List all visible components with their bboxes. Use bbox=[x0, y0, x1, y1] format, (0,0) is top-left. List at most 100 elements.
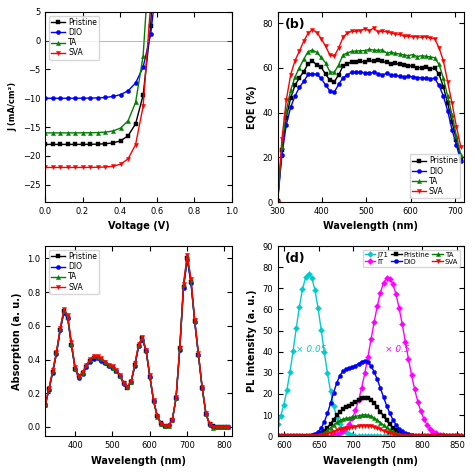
Pristine bbox=[155, 414, 160, 419]
SVA bbox=[275, 199, 281, 205]
TA bbox=[158, 421, 164, 427]
Pristine bbox=[331, 79, 337, 84]
SVA bbox=[321, 432, 327, 438]
DIO bbox=[102, 361, 108, 366]
TA bbox=[102, 359, 108, 365]
J71 bbox=[340, 427, 346, 432]
TA bbox=[118, 125, 123, 131]
DIO bbox=[401, 74, 407, 80]
TA bbox=[73, 130, 78, 136]
Pristine bbox=[162, 424, 168, 429]
SVA bbox=[173, 395, 179, 401]
Line: TA: TA bbox=[43, 254, 230, 430]
J71 bbox=[393, 433, 399, 439]
Pristine bbox=[357, 58, 363, 64]
Pristine bbox=[401, 62, 407, 68]
SVA bbox=[118, 161, 123, 167]
TA bbox=[73, 366, 78, 372]
SVA bbox=[151, 398, 156, 403]
DIO bbox=[388, 73, 394, 78]
Y-axis label: PL intensity (a. u.): PL intensity (a. u.) bbox=[246, 290, 256, 392]
DIO bbox=[375, 71, 381, 76]
DIO bbox=[200, 385, 205, 391]
Pristine bbox=[454, 137, 459, 143]
TA bbox=[401, 52, 407, 58]
TA bbox=[50, 130, 55, 136]
TA bbox=[384, 50, 390, 56]
TA bbox=[184, 253, 190, 259]
Pristine bbox=[366, 57, 372, 63]
SVA bbox=[214, 424, 220, 430]
Y-axis label: Absorption (a. u.): Absorption (a. u.) bbox=[11, 292, 22, 390]
DIO bbox=[419, 75, 424, 81]
Pristine bbox=[121, 380, 127, 386]
DIO bbox=[414, 75, 420, 81]
TA bbox=[379, 47, 385, 53]
SVA bbox=[50, 367, 55, 373]
Pristine bbox=[188, 279, 194, 285]
Pristine bbox=[306, 433, 311, 439]
DIO bbox=[132, 363, 138, 369]
Line: SVA: SVA bbox=[43, 253, 230, 429]
TA bbox=[288, 88, 293, 93]
SVA bbox=[275, 433, 281, 439]
Pristine bbox=[69, 342, 74, 348]
SVA bbox=[166, 423, 172, 428]
TA bbox=[297, 65, 302, 71]
Y-axis label: EQE (%): EQE (%) bbox=[246, 85, 256, 129]
TA bbox=[76, 374, 82, 379]
Pristine bbox=[458, 155, 464, 160]
SVA bbox=[414, 34, 420, 39]
SVA bbox=[423, 34, 429, 40]
TA bbox=[65, 314, 71, 320]
SVA bbox=[310, 27, 315, 32]
DIO bbox=[136, 343, 142, 349]
DIO bbox=[432, 75, 438, 81]
SVA bbox=[218, 425, 224, 430]
DIO bbox=[192, 319, 198, 325]
Pristine bbox=[440, 84, 446, 90]
TA bbox=[139, 335, 145, 341]
Pristine bbox=[314, 62, 319, 68]
TA bbox=[110, 128, 116, 134]
TA bbox=[69, 341, 74, 346]
DIO bbox=[366, 70, 372, 76]
Pristine bbox=[95, 141, 101, 147]
Pristine bbox=[95, 355, 100, 360]
DIO bbox=[69, 342, 74, 347]
TA bbox=[113, 368, 119, 374]
DIO bbox=[125, 384, 130, 390]
Pristine bbox=[384, 60, 390, 65]
TA bbox=[91, 354, 97, 359]
TA bbox=[136, 342, 142, 348]
Line: J71: J71 bbox=[275, 272, 464, 438]
SVA bbox=[366, 27, 372, 33]
TA bbox=[57, 326, 63, 331]
Legend: Pristine, DIO, TA, SVA: Pristine, DIO, TA, SVA bbox=[49, 16, 100, 60]
TA bbox=[314, 50, 319, 55]
DIO bbox=[76, 375, 82, 381]
Pristine bbox=[375, 58, 381, 64]
SVA bbox=[279, 137, 285, 142]
TA bbox=[61, 308, 67, 314]
Pristine bbox=[73, 365, 78, 371]
SVA bbox=[454, 124, 459, 129]
IT bbox=[328, 433, 333, 438]
SVA bbox=[337, 427, 343, 432]
Pristine bbox=[148, 23, 154, 29]
DIO bbox=[207, 422, 212, 428]
J71 bbox=[337, 421, 343, 427]
TA bbox=[46, 386, 52, 392]
SVA bbox=[432, 36, 438, 41]
Pristine bbox=[210, 423, 216, 429]
DIO bbox=[88, 95, 93, 101]
SVA bbox=[222, 424, 228, 430]
SVA bbox=[362, 423, 368, 428]
DIO bbox=[292, 93, 298, 99]
TA bbox=[203, 410, 209, 416]
SVA bbox=[379, 28, 385, 34]
TA bbox=[188, 277, 194, 283]
DIO bbox=[334, 380, 339, 386]
SVA bbox=[196, 351, 201, 356]
SVA bbox=[121, 380, 127, 385]
